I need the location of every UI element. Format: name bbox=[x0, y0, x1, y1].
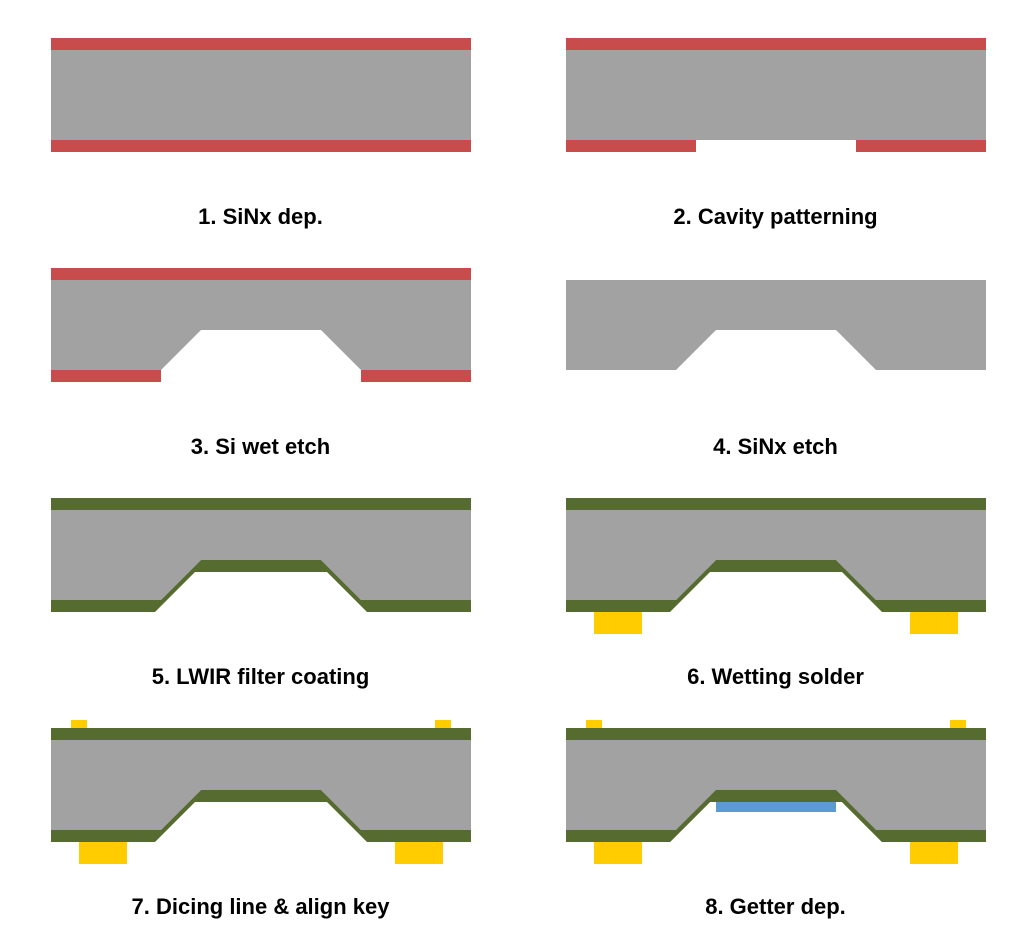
step-8: 8. Getter dep. bbox=[553, 720, 998, 920]
step-2-diagram bbox=[566, 30, 986, 190]
step-4-label: 4. SiNx etch bbox=[713, 434, 838, 460]
process-flow-grid: 1. SiNx dep. 2. Cavity patterning 3. Si … bbox=[38, 30, 998, 920]
step-2-label: 2. Cavity patterning bbox=[673, 204, 877, 230]
step-5-diagram bbox=[51, 490, 471, 650]
step-7: 7. Dicing line & align key bbox=[38, 720, 483, 920]
step-3-label: 3. Si wet etch bbox=[191, 434, 330, 460]
step-8-label: 8. Getter dep. bbox=[705, 894, 846, 920]
step-1-label: 1. SiNx dep. bbox=[198, 204, 323, 230]
step-6: 6. Wetting solder bbox=[553, 490, 998, 690]
step-4-diagram bbox=[566, 260, 986, 420]
step-3: 3. Si wet etch bbox=[38, 260, 483, 460]
step-6-label: 6. Wetting solder bbox=[687, 664, 864, 690]
step-7-label: 7. Dicing line & align key bbox=[132, 894, 390, 920]
step-7-diagram bbox=[51, 720, 471, 880]
step-1-diagram bbox=[51, 30, 471, 190]
step-4: 4. SiNx etch bbox=[553, 260, 998, 460]
step-8-diagram bbox=[566, 720, 986, 880]
step-3-diagram bbox=[51, 260, 471, 420]
step-5: 5. LWIR filter coating bbox=[38, 490, 483, 690]
step-6-diagram bbox=[566, 490, 986, 650]
step-1: 1. SiNx dep. bbox=[38, 30, 483, 230]
step-5-label: 5. LWIR filter coating bbox=[152, 664, 370, 690]
step-2: 2. Cavity patterning bbox=[553, 30, 998, 230]
